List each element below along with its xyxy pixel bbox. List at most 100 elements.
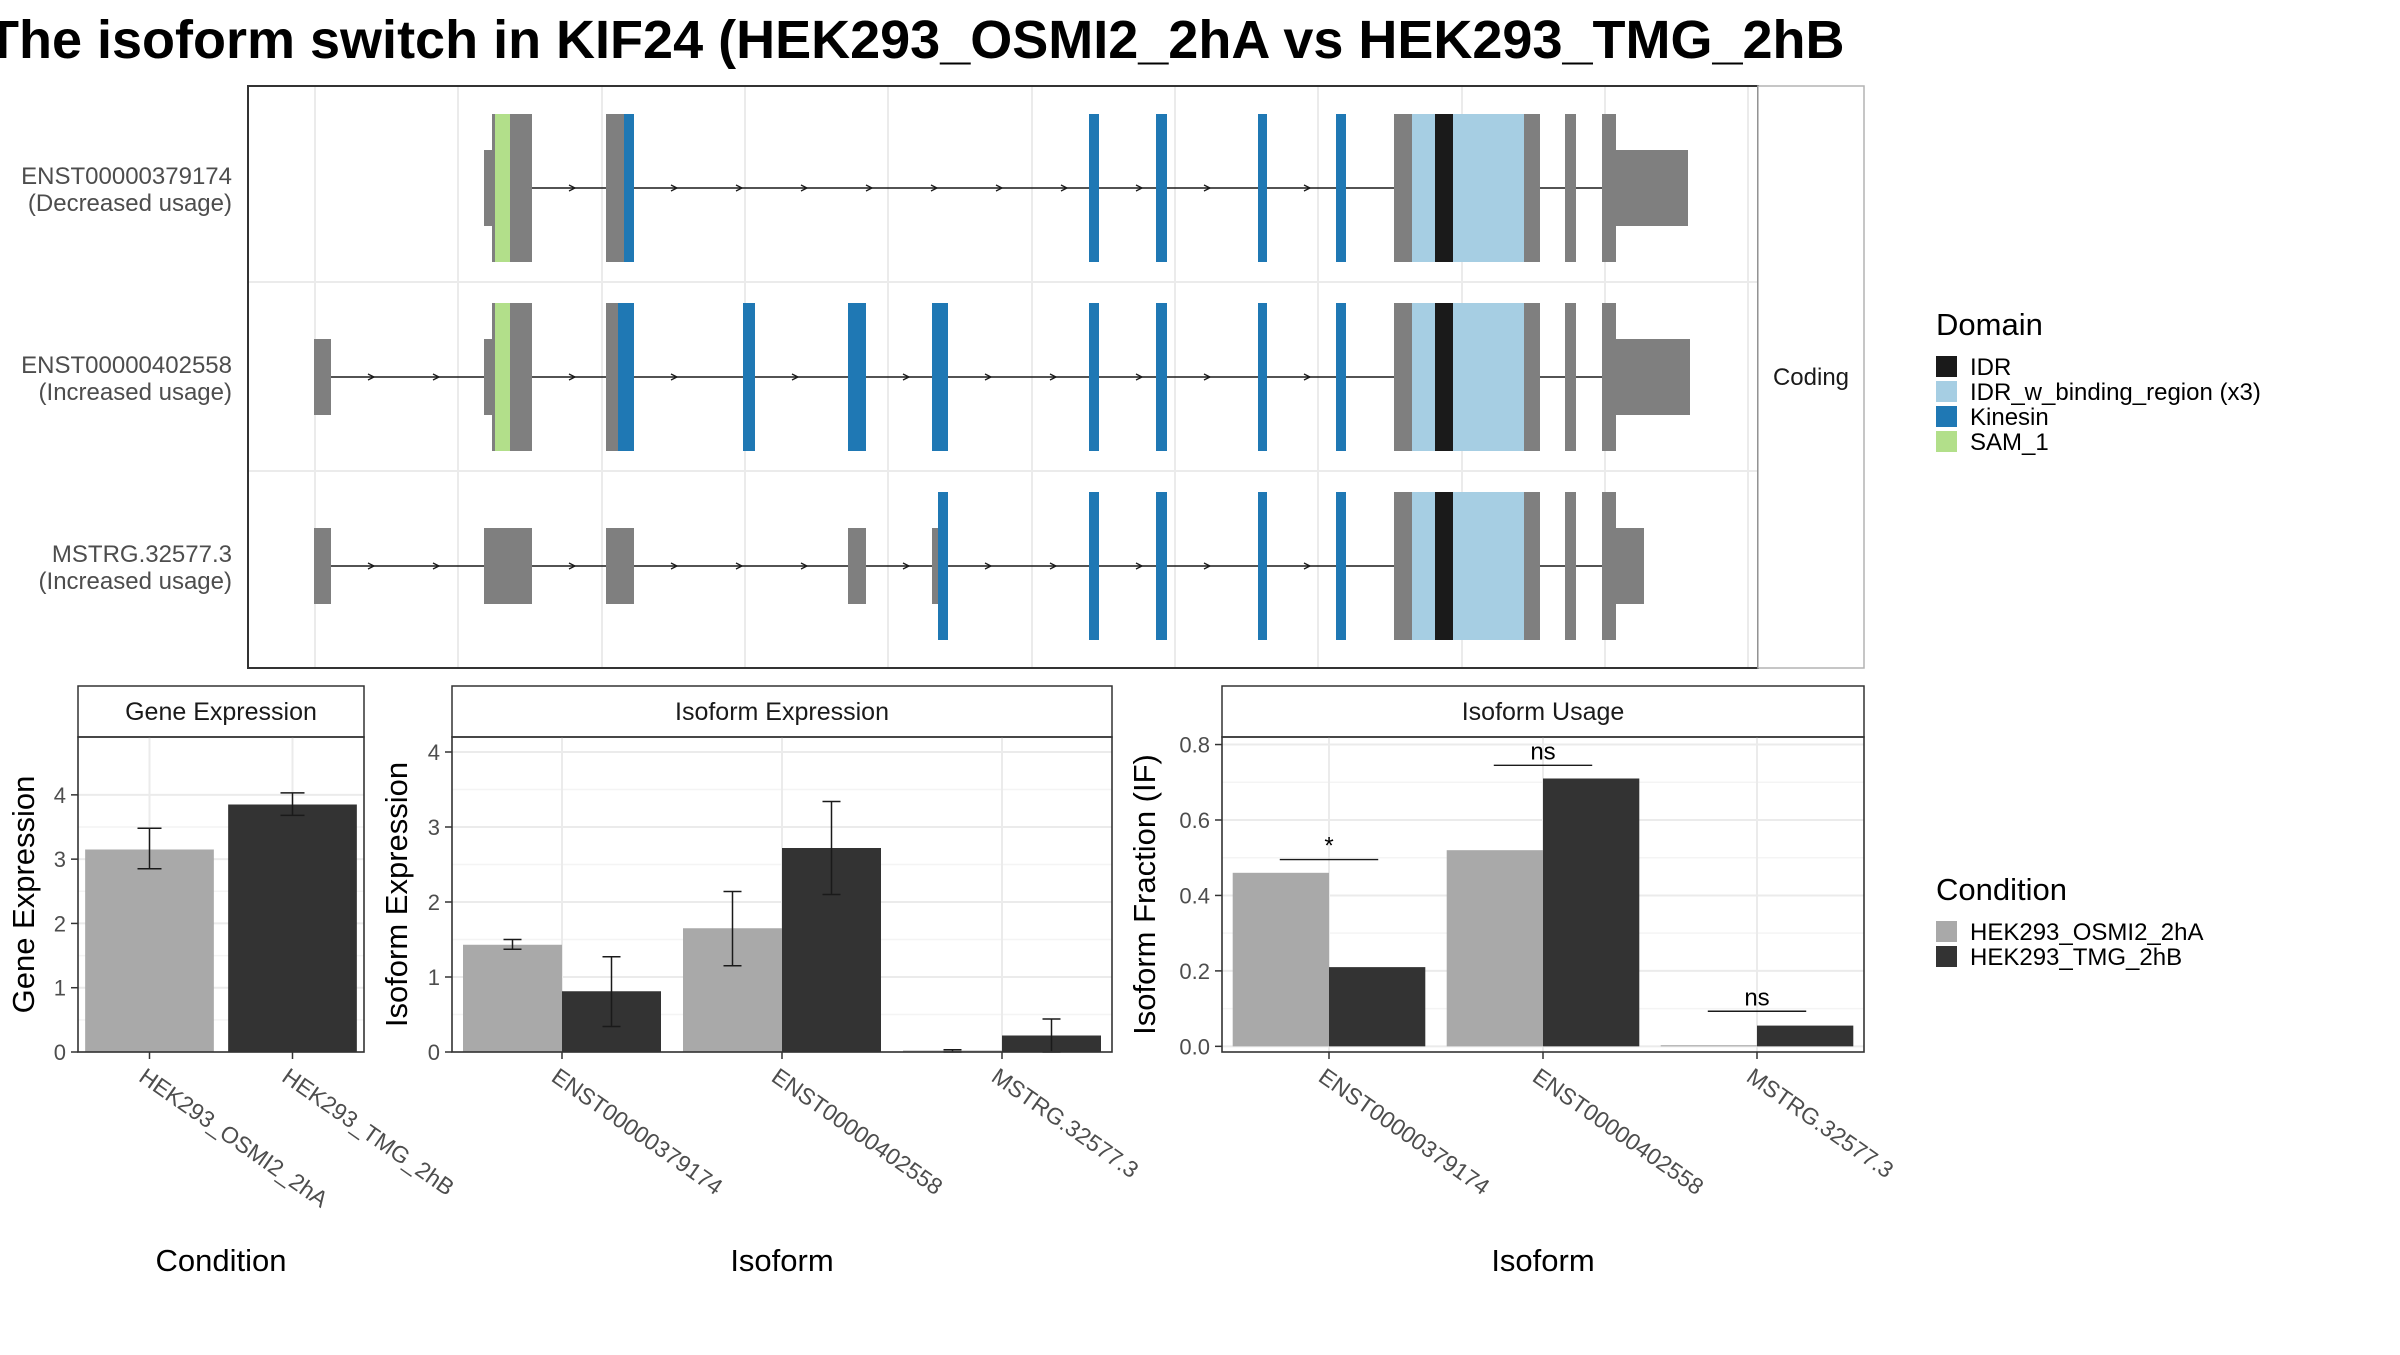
- kinesin-domain-exon: [1156, 303, 1167, 451]
- direction-arrow: [902, 562, 911, 570]
- domain-legend-title: Domain: [1936, 307, 2043, 342]
- non-coding-exon: [314, 339, 331, 415]
- y-tick-label: 0.0: [1179, 1034, 1210, 1059]
- bar: [85, 849, 214, 1052]
- domain-legend-swatch: [1936, 406, 1957, 427]
- bar-panels: Gene Expression01234HEK293_OSMI2_2hAHEK2…: [6, 685, 1898, 1278]
- direction-arrow: [367, 562, 376, 570]
- non-coding-exon: [510, 303, 532, 451]
- kinesin-domain-exon: [1089, 303, 1099, 451]
- significance-label: ns: [1744, 984, 1769, 1011]
- non-coding-exon: [510, 114, 532, 262]
- x-tick-label: ENST00000379174: [547, 1063, 728, 1200]
- kinesin-domain-exon: [624, 114, 634, 262]
- non-coding-exon: [1565, 114, 1576, 262]
- direction-arrow: [1303, 373, 1312, 381]
- x-tick-label: MSTRG.32577.3: [1742, 1063, 1898, 1183]
- kinesin-domain-exon: [1089, 114, 1099, 262]
- kinesin-domain-exon: [938, 492, 948, 640]
- non-coding-exon: [848, 528, 866, 604]
- y-tick-label: 2: [54, 911, 66, 936]
- domain-legend-swatch: [1936, 356, 1957, 377]
- bar: [228, 804, 357, 1052]
- x-axis-title: Isoform: [1491, 1243, 1594, 1278]
- transcript-usage-label: (Increased usage): [39, 568, 232, 595]
- domain-legend-swatch: [1936, 431, 1957, 452]
- non-coding-exon: [1524, 303, 1540, 451]
- y-tick-label: 4: [54, 783, 66, 808]
- direction-arrow: [1135, 184, 1144, 192]
- transcript-usage-label: (Decreased usage): [28, 190, 232, 217]
- transcript-structure-panel: Coding ENST00000379174(Decreased usage)E…: [21, 85, 1865, 669]
- bar: [1757, 1025, 1854, 1047]
- non-coding-exon: [492, 303, 495, 451]
- direction-arrow: [670, 562, 679, 570]
- non-coding-exon: [1524, 492, 1540, 640]
- facet-strip: [451, 685, 1113, 738]
- direction-arrow: [568, 373, 577, 381]
- direction-arrow: [1060, 184, 1069, 192]
- direction-arrow: [865, 184, 874, 192]
- domain-legend-label: SAM_1: [1970, 429, 2049, 456]
- direction-arrow: [1303, 184, 1312, 192]
- non-coding-exon: [484, 339, 492, 415]
- kinesin-domain-exon: [1089, 492, 1099, 640]
- non-coding-exon: [1394, 114, 1412, 262]
- condition-legend-title: Condition: [1936, 872, 2067, 907]
- transcript-labels: ENST00000379174(Decreased usage) ENST0000…: [21, 163, 232, 595]
- y-tick-label: 1: [428, 965, 440, 990]
- idr-binding-region-exon: [1490, 114, 1524, 262]
- transcript-id-label: MSTRG.32577.3: [52, 541, 232, 568]
- sam1-domain-exon: [495, 303, 510, 451]
- direction-arrow: [1049, 562, 1058, 570]
- direction-arrow: [568, 184, 577, 192]
- transcript-id-label: ENST00000402558: [21, 352, 232, 379]
- bars: [85, 792, 357, 1052]
- x-tick-label: ENST00000402558: [767, 1063, 947, 1200]
- condition-legend-label: HEK293_OSMI2_2hA: [1970, 919, 2203, 946]
- kinesin-domain-exon: [932, 303, 948, 451]
- direction-arrow: [1049, 373, 1058, 381]
- direction-arrow: [432, 373, 441, 381]
- idr-binding-region-exon: [1412, 492, 1435, 640]
- y-tick-label: 0: [54, 1040, 66, 1065]
- direction-arrow: [735, 562, 744, 570]
- y-tick-label: 0: [428, 1040, 440, 1065]
- y-axis-title: Isoform Expression: [379, 762, 414, 1027]
- y-axis-title: Gene Expression: [6, 776, 41, 1014]
- direction-arrow: [800, 562, 809, 570]
- condition-legend-label: HEK293_TMG_2hB: [1970, 944, 2182, 971]
- kinesin-domain-exon: [1258, 492, 1267, 640]
- figure-title: The isoform switch in KIF24 (HEK293_OSMI…: [0, 10, 1845, 70]
- idr-domain-exon: [1435, 492, 1453, 640]
- y-tick-label: 4: [428, 740, 440, 765]
- direction-arrow: [984, 373, 993, 381]
- x-tick-label: ENST00000402558: [1528, 1063, 1708, 1200]
- domain-legend-label: IDR: [1970, 354, 2011, 381]
- direction-arrow: [670, 184, 679, 192]
- y-tick-label: 3: [54, 847, 66, 872]
- direction-arrow: [568, 562, 577, 570]
- sam1-domain-exon: [495, 114, 510, 262]
- facet-strip: [1757, 85, 1865, 669]
- y-axis-title: Isoform Fraction (IF): [1127, 754, 1162, 1035]
- kinesin-domain-exon: [1336, 114, 1346, 262]
- direction-arrow: [1303, 562, 1312, 570]
- non-coding-exon: [492, 114, 495, 262]
- idr-domain-exon: [1435, 114, 1453, 262]
- panel-title: Isoform Expression: [675, 698, 889, 726]
- direction-arrow: [432, 562, 441, 570]
- x-axis-title: Condition: [156, 1243, 287, 1278]
- non-coding-exon: [484, 150, 492, 226]
- direction-arrow: [930, 184, 939, 192]
- non-coding-exon: [1602, 492, 1616, 640]
- y-tick-label: 0.6: [1179, 808, 1210, 833]
- direction-arrow: [902, 373, 911, 381]
- non-coding-exon: [1616, 528, 1644, 604]
- non-coding-exon: [1616, 339, 1690, 415]
- y-tick-label: 0.8: [1179, 733, 1210, 758]
